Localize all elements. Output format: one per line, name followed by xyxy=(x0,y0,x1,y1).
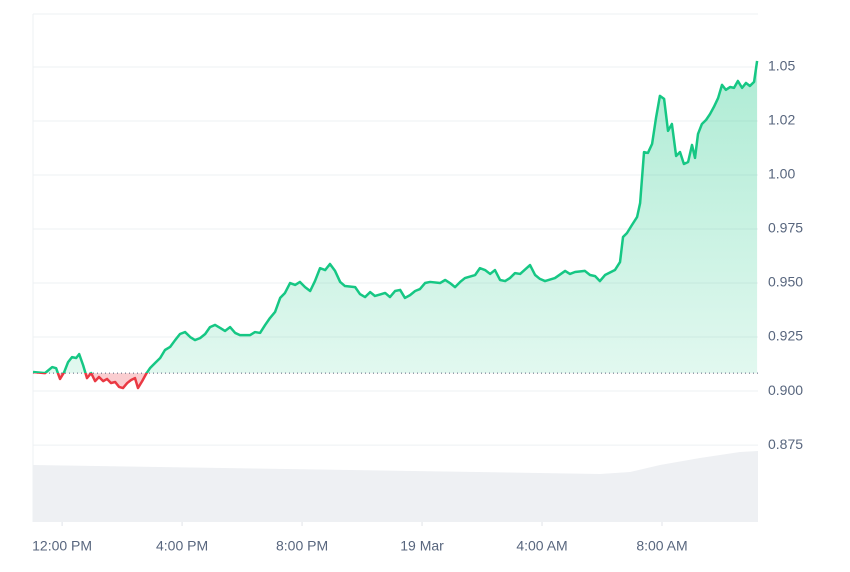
y-tick-label: 0.925 xyxy=(768,328,803,344)
down-area xyxy=(57,373,147,389)
y-tick-label: 0.900 xyxy=(768,382,803,398)
y-tick-label: 1.00 xyxy=(768,166,795,182)
y-tick-label: 0.875 xyxy=(768,436,803,452)
y-tick-label: 1.02 xyxy=(768,112,795,128)
up-area xyxy=(33,60,758,374)
x-tick-label: 4:00 AM xyxy=(516,538,567,554)
grid xyxy=(33,66,758,526)
y-tick-label: 1.05 xyxy=(768,58,795,74)
x-tick-label: 4:00 PM xyxy=(156,538,208,554)
x-tick-label: 8:00 PM xyxy=(276,538,328,554)
areas xyxy=(33,60,758,389)
x-tick-label: 8:00 AM xyxy=(636,538,687,554)
labels: 0.875 0.925 0.975 0.900 0.950 1.00 1.02 1.05 12:… xyxy=(32,58,803,554)
price-line xyxy=(32,60,759,390)
x-tick-label: 12:00 PM xyxy=(32,538,92,554)
y-tick-label: 0.975 xyxy=(768,220,803,236)
volume-band xyxy=(33,451,758,522)
x-tick-label: 19 Mar xyxy=(400,538,444,554)
marks xyxy=(32,60,759,390)
y-tick-label: 0.950 xyxy=(768,274,803,290)
